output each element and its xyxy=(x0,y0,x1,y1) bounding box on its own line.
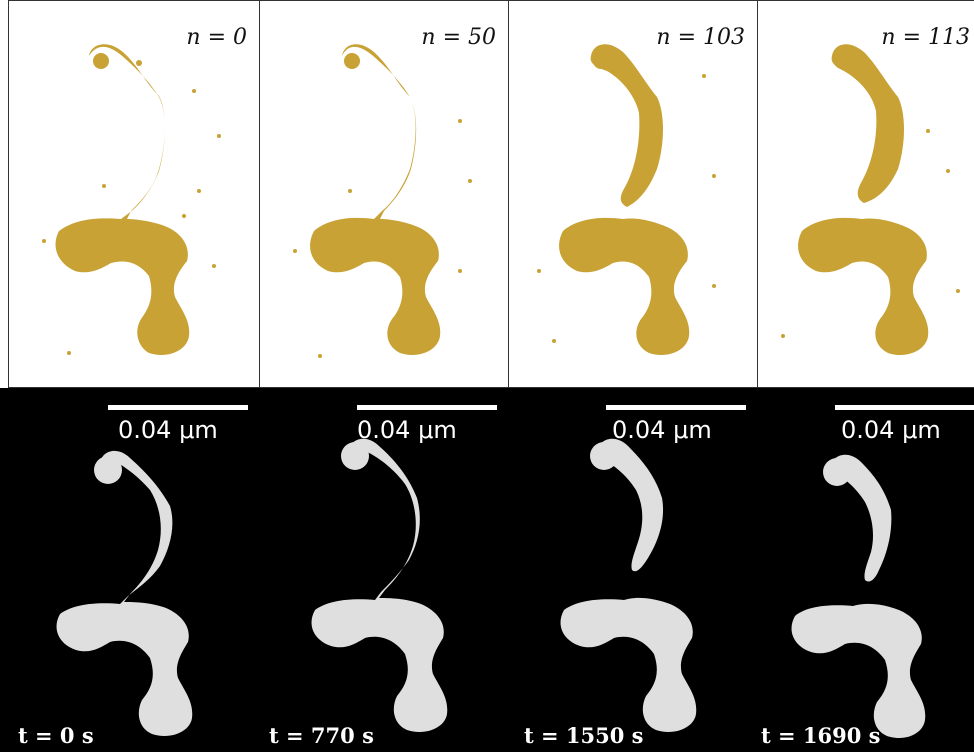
time-label-3: t = 1550 s xyxy=(524,723,644,748)
scale-label-3: 0.04 μm xyxy=(612,416,712,444)
simulation-shape-2 xyxy=(293,44,472,358)
scale-label-1: 0.04 μm xyxy=(118,416,218,444)
experiment-panel-3: 0.04 μm t = 1550 s xyxy=(508,388,758,752)
experiment-shape-1 xyxy=(56,450,193,737)
time-label-4: t = 1690 s xyxy=(761,723,881,748)
simulation-shape-4 xyxy=(781,44,960,356)
simulation-row: n = 0 n = 50 xyxy=(8,0,974,388)
scale-label-4: 0.04 μm xyxy=(841,416,941,444)
experiment-panel-4: 0.04 μm t = 1690 s xyxy=(757,388,974,752)
simulation-shape-3 xyxy=(537,44,716,356)
experiment-shape-3 xyxy=(560,438,697,733)
n-label-1: n = 0 xyxy=(186,25,247,50)
n-label-4: n = 113 xyxy=(881,25,970,50)
experiment-panel-2: 0.04 μm t = 770 s xyxy=(259,388,509,752)
time-label-1: t = 0 s xyxy=(18,723,94,748)
scale-bar-1 xyxy=(108,405,248,410)
experiment-row: 0.04 μm t = 0 s 0.04 μm t = 770 s xyxy=(0,388,974,752)
simulation-panel-1: n = 0 xyxy=(8,0,260,388)
scale-label-2: 0.04 μm xyxy=(357,416,457,444)
time-label-2: t = 770 s xyxy=(269,723,374,748)
experiment-shape-2 xyxy=(311,438,448,733)
experiment-panel-1: 0.04 μm t = 0 s xyxy=(0,388,252,752)
scale-bar-3 xyxy=(606,405,746,410)
experiment-shape-4 xyxy=(791,454,926,739)
simulation-panel-2: n = 50 xyxy=(259,0,509,388)
simulation-panel-3: n = 103 xyxy=(508,0,758,388)
n-label-3: n = 103 xyxy=(656,25,745,50)
scale-bar-2 xyxy=(357,405,497,410)
simulation-panel-4: n = 113 xyxy=(757,0,974,388)
n-label-2: n = 50 xyxy=(421,25,496,50)
simulation-shape-1 xyxy=(42,44,221,356)
scale-bar-4 xyxy=(835,405,974,410)
